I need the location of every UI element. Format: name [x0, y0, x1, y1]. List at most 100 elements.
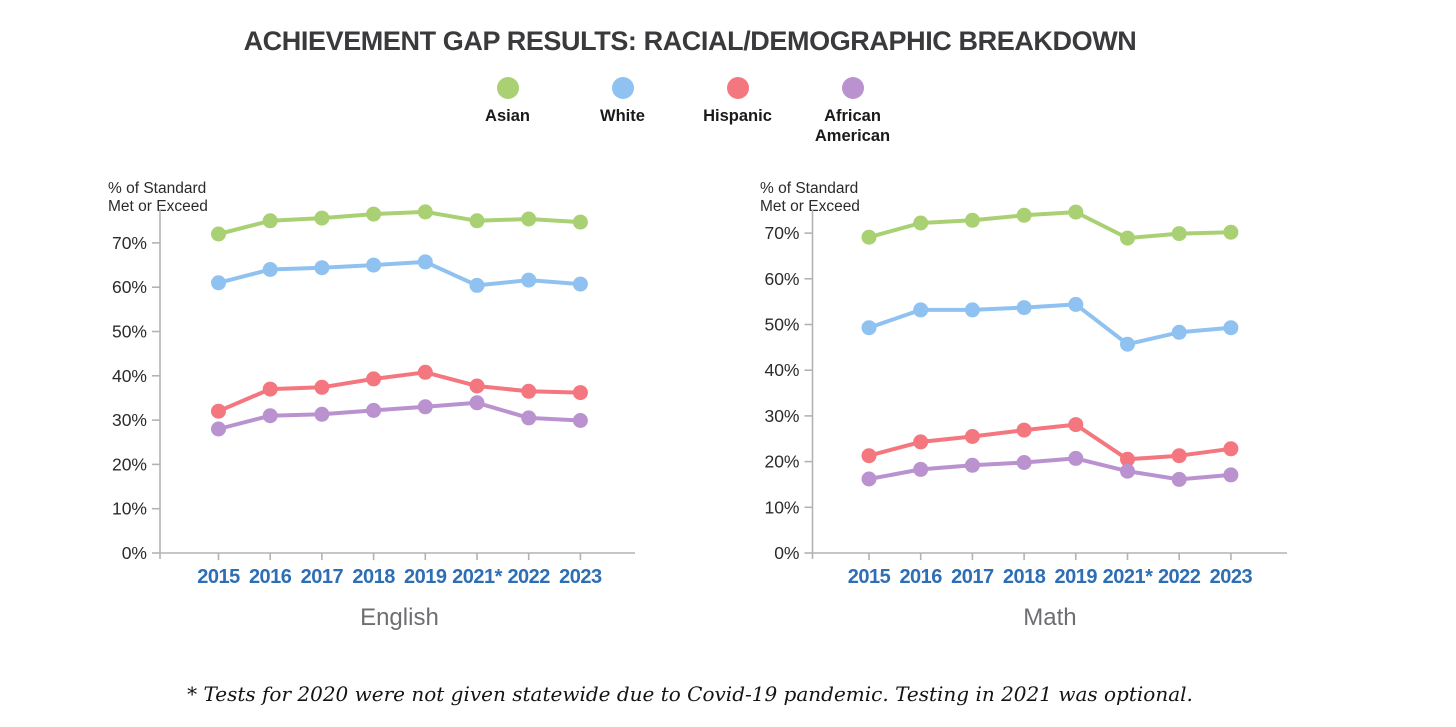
- legend-item-hispanic: Hispanic: [680, 77, 795, 146]
- data-point-asian-2021-: [469, 213, 485, 229]
- english-chart: % of Standard Met or Exceed 0% 10% 20% 30% 40%…: [95, 170, 660, 635]
- x-tick-label-2015: 2015: [848, 566, 891, 588]
- data-point-white-2023: [572, 276, 588, 292]
- data-point-white-2019: [417, 254, 433, 270]
- data-point-white-2021-: [469, 277, 485, 293]
- legend-item-white: White: [565, 77, 680, 146]
- series-line-hispanic: [867, 422, 1233, 462]
- series-line-white: [867, 302, 1233, 347]
- data-point-white-2017: [314, 260, 330, 276]
- data-point-asian-2019: [1068, 204, 1084, 220]
- data-point-hispanic-2019: [417, 364, 433, 380]
- data-point-hispanic-2022: [1171, 448, 1187, 464]
- y-axis-title-line: % of Standard: [108, 180, 206, 197]
- x-tick-label-2021-: 2021*: [1103, 566, 1153, 588]
- x-tick-label-2022: 2022: [1158, 566, 1201, 588]
- data-point-hispanic-2023: [1223, 441, 1239, 457]
- y-tick-label: 50%: [112, 322, 147, 342]
- x-tick-label-2016: 2016: [899, 566, 942, 588]
- legend-label-african-american: African American: [814, 107, 891, 145]
- data-point-asian-2015: [861, 229, 877, 245]
- y-tick-label: 30%: [112, 410, 147, 430]
- series-line-asian: [867, 210, 1233, 241]
- english-chart-title: English: [360, 604, 439, 631]
- data-point-african-american-2017: [314, 406, 330, 422]
- legend-item-asian: Asian: [450, 77, 565, 146]
- y-tick-label: 40%: [112, 366, 147, 386]
- x-tick-label-2015: 2015: [197, 566, 240, 588]
- data-point-asian-2017: [964, 212, 980, 228]
- y-tick-label: 50%: [764, 315, 799, 335]
- y-tick-label: 0%: [774, 543, 799, 563]
- data-point-white-2017: [964, 302, 980, 318]
- data-point-hispanic-2015: [861, 448, 877, 464]
- white-legend-dot-icon: [611, 77, 634, 99]
- data-point-asian-2018: [1016, 207, 1032, 223]
- x-tick-label-2019: 2019: [1055, 566, 1098, 588]
- data-point-african-american-2023: [572, 413, 588, 428]
- data-point-african-american-2016: [913, 461, 929, 477]
- data-point-african-american-2015: [211, 421, 226, 437]
- math-chart-title: Math: [1023, 604, 1076, 631]
- data-point-hispanic-2021-: [469, 378, 485, 394]
- data-point-white-2021-: [1120, 336, 1135, 352]
- y-tick-label: 40%: [764, 360, 799, 380]
- x-tick-label-2017: 2017: [301, 566, 344, 588]
- series-line-white: [216, 259, 583, 288]
- data-point-white-2016: [262, 262, 278, 277]
- data-point-white-2022: [1171, 324, 1187, 340]
- series-line-asian: [216, 209, 583, 236]
- y-tick-label: 70%: [112, 233, 147, 253]
- data-point-hispanic-2017: [964, 429, 980, 444]
- data-point-asian-2021-: [1120, 230, 1135, 246]
- data-point-asian-2023: [572, 214, 588, 230]
- data-point-african-american-2016: [262, 408, 278, 424]
- data-point-african-american-2022: [521, 410, 537, 426]
- african-american-legend-dot-icon: [841, 77, 864, 99]
- hispanic-legend-dot-icon: [726, 77, 749, 99]
- x-tick-label-2018: 2018: [1003, 566, 1046, 588]
- data-point-white-2016: [913, 302, 929, 318]
- data-point-asian-2015: [211, 226, 226, 242]
- asian-legend-dot-icon: [496, 77, 519, 99]
- data-point-african-american-2019: [1068, 450, 1084, 466]
- data-point-hispanic-2018: [1016, 422, 1032, 438]
- x-tick-label-2017: 2017: [951, 566, 994, 588]
- x-tick-label-2016: 2016: [249, 566, 292, 588]
- data-point-white-2018: [1016, 300, 1032, 316]
- data-point-white-2019: [1068, 296, 1084, 312]
- y-tick-label: 60%: [764, 269, 799, 289]
- data-point-white-2015: [861, 320, 877, 336]
- data-point-asian-2019: [417, 204, 433, 220]
- data-point-asian-2016: [262, 213, 278, 229]
- data-point-white-2022: [521, 272, 537, 288]
- data-point-african-american-2021-: [1120, 463, 1135, 479]
- legend-label-asian: Asian: [485, 107, 530, 125]
- x-tick-label-2021-: 2021*: [452, 566, 502, 588]
- page-title: ACHIEVEMENT GAP RESULTS: RACIAL/DEMOGRAP…: [243, 26, 1137, 56]
- y-tick-label: 30%: [764, 406, 799, 426]
- y-axis-title-line: Met or Exceed: [108, 198, 208, 215]
- data-point-african-american-2018: [366, 402, 382, 418]
- data-point-hispanic-2022: [521, 383, 537, 399]
- data-point-hispanic-2021-: [1120, 451, 1135, 467]
- legend-label-hispanic: Hispanic: [703, 107, 772, 125]
- data-point-african-american-2017: [964, 457, 980, 473]
- data-point-african-american-2015: [861, 471, 877, 487]
- data-point-african-american-2018: [1016, 455, 1032, 470]
- series-line-african-american: [867, 456, 1233, 482]
- x-tick-label-2022: 2022: [507, 566, 550, 588]
- y-tick-label: 20%: [112, 454, 147, 474]
- x-tick-label-2018: 2018: [352, 566, 395, 588]
- legend: Asian White Hispanic African American: [450, 77, 910, 146]
- data-point-white-2015: [211, 275, 226, 291]
- data-point-white-2018: [366, 257, 382, 273]
- series-line-hispanic: [216, 370, 583, 414]
- data-point-asian-2022: [1171, 226, 1187, 242]
- data-point-white-2023: [1223, 320, 1239, 336]
- legend-label-white: White: [600, 107, 645, 125]
- data-point-asian-2017: [314, 210, 330, 226]
